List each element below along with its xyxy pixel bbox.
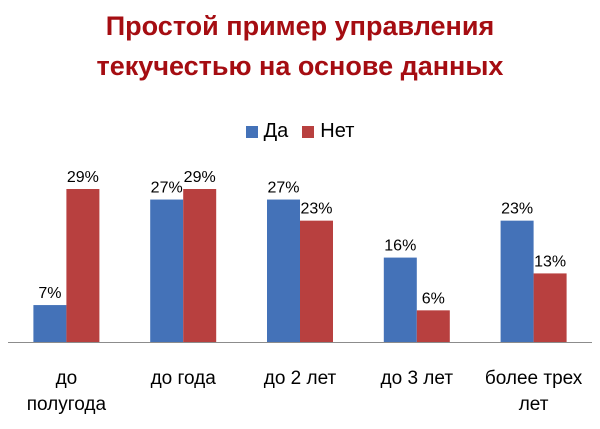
x-tick-label-3-0: до 3 лет: [381, 368, 454, 389]
x-tick-label-4-0: более трех: [485, 368, 583, 389]
data-label-da-4: 23%: [501, 201, 533, 218]
legend-label-net: Нет: [320, 120, 355, 142]
data-label-net-1: 29%: [184, 169, 216, 186]
data-label-da-1: 27%: [151, 180, 183, 197]
legend-swatch-net: [302, 125, 315, 138]
data-label-da-3: 16%: [384, 238, 416, 255]
bar-net-2: [300, 220, 333, 342]
bar-net-0: [66, 189, 100, 342]
data-label-net-0: 29%: [67, 169, 99, 186]
bar-da-3: [383, 257, 417, 342]
data-label-net-2: 23%: [300, 201, 332, 218]
x-tick-label-0-0: до: [56, 368, 78, 389]
bar-da-0: [33, 305, 67, 342]
x-tick-label-0-1: полугода: [27, 394, 107, 415]
chart-title-line-1: Простой пример управления: [105, 11, 495, 41]
x-tick-label-4-1: лет: [519, 394, 549, 415]
bar-da-2: [267, 199, 300, 342]
bar-net-4: [533, 273, 567, 342]
x-tick-label-2-0: до 2 лет: [264, 368, 337, 389]
data-label-da-2: 27%: [267, 180, 299, 197]
chart-title: Простой пример управления текучестью на …: [0, 6, 600, 86]
legend-label-da: Да: [263, 120, 289, 142]
legend-item-da: Да: [245, 120, 289, 143]
bar-net-1: [183, 189, 217, 342]
data-label-da-0: 7%: [38, 285, 61, 302]
chart-legend: Да Нет: [0, 120, 600, 143]
bar-da-4: [500, 220, 534, 342]
bar-da-1: [150, 199, 184, 342]
bar-net-3: [416, 310, 450, 342]
chart-title-line-2: текучестью на основе данных: [96, 51, 504, 81]
legend-swatch-da: [245, 125, 258, 138]
data-label-net-3: 6%: [422, 290, 445, 307]
data-label-net-4: 13%: [534, 253, 566, 270]
x-tick-label-1-0: до года: [151, 368, 217, 389]
legend-item-net: Нет: [302, 120, 354, 143]
